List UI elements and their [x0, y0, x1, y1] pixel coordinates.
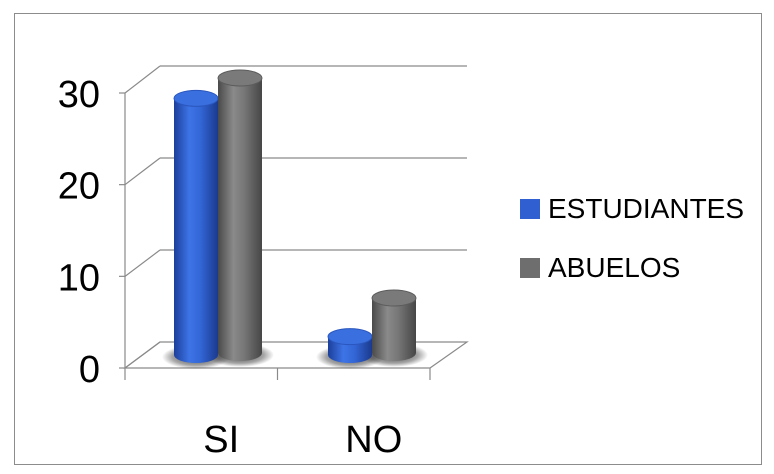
bars [173, 69, 417, 363]
bar-abuelos-no [371, 289, 417, 361]
legend-swatch [520, 199, 540, 219]
bar-estudiantes-si [173, 89, 219, 363]
x-category-label: NO [345, 419, 402, 461]
legend: ESTUDIANTES ABUELOS [520, 193, 744, 283]
legend-item-abuelos: ABUELOS [520, 252, 680, 283]
legend-label: ESTUDIANTES [548, 193, 744, 224]
axis-labels: 0 10 20 30 SI NO [58, 74, 403, 461]
bar-top [327, 328, 373, 346]
legend-swatch [520, 258, 540, 278]
y-tick-label: 0 [79, 349, 100, 391]
bar-top [173, 89, 219, 107]
x-category-label: SI [203, 419, 239, 461]
bar-body [218, 78, 262, 361]
chart-frame [14, 13, 762, 465]
floor-plane [123, 341, 469, 369]
side-wall-line [124, 249, 161, 277]
legend-item-estudiantes: ESTUDIANTES [520, 193, 744, 224]
bar-abuelos-si [217, 69, 263, 361]
legend-label: ABUELOS [548, 252, 680, 283]
y-tick-label: 10 [58, 257, 100, 299]
y-tick-label: 30 [58, 74, 100, 116]
bar-body [372, 298, 416, 361]
y-tick-label: 20 [58, 166, 100, 208]
bar-top [217, 69, 263, 87]
bar-top [371, 289, 417, 307]
bar-estudiantes-no [327, 328, 373, 363]
side-wall-line [124, 157, 161, 186]
side-wall-line [124, 65, 161, 94]
axes [119, 92, 469, 380]
bar-body [174, 98, 218, 363]
